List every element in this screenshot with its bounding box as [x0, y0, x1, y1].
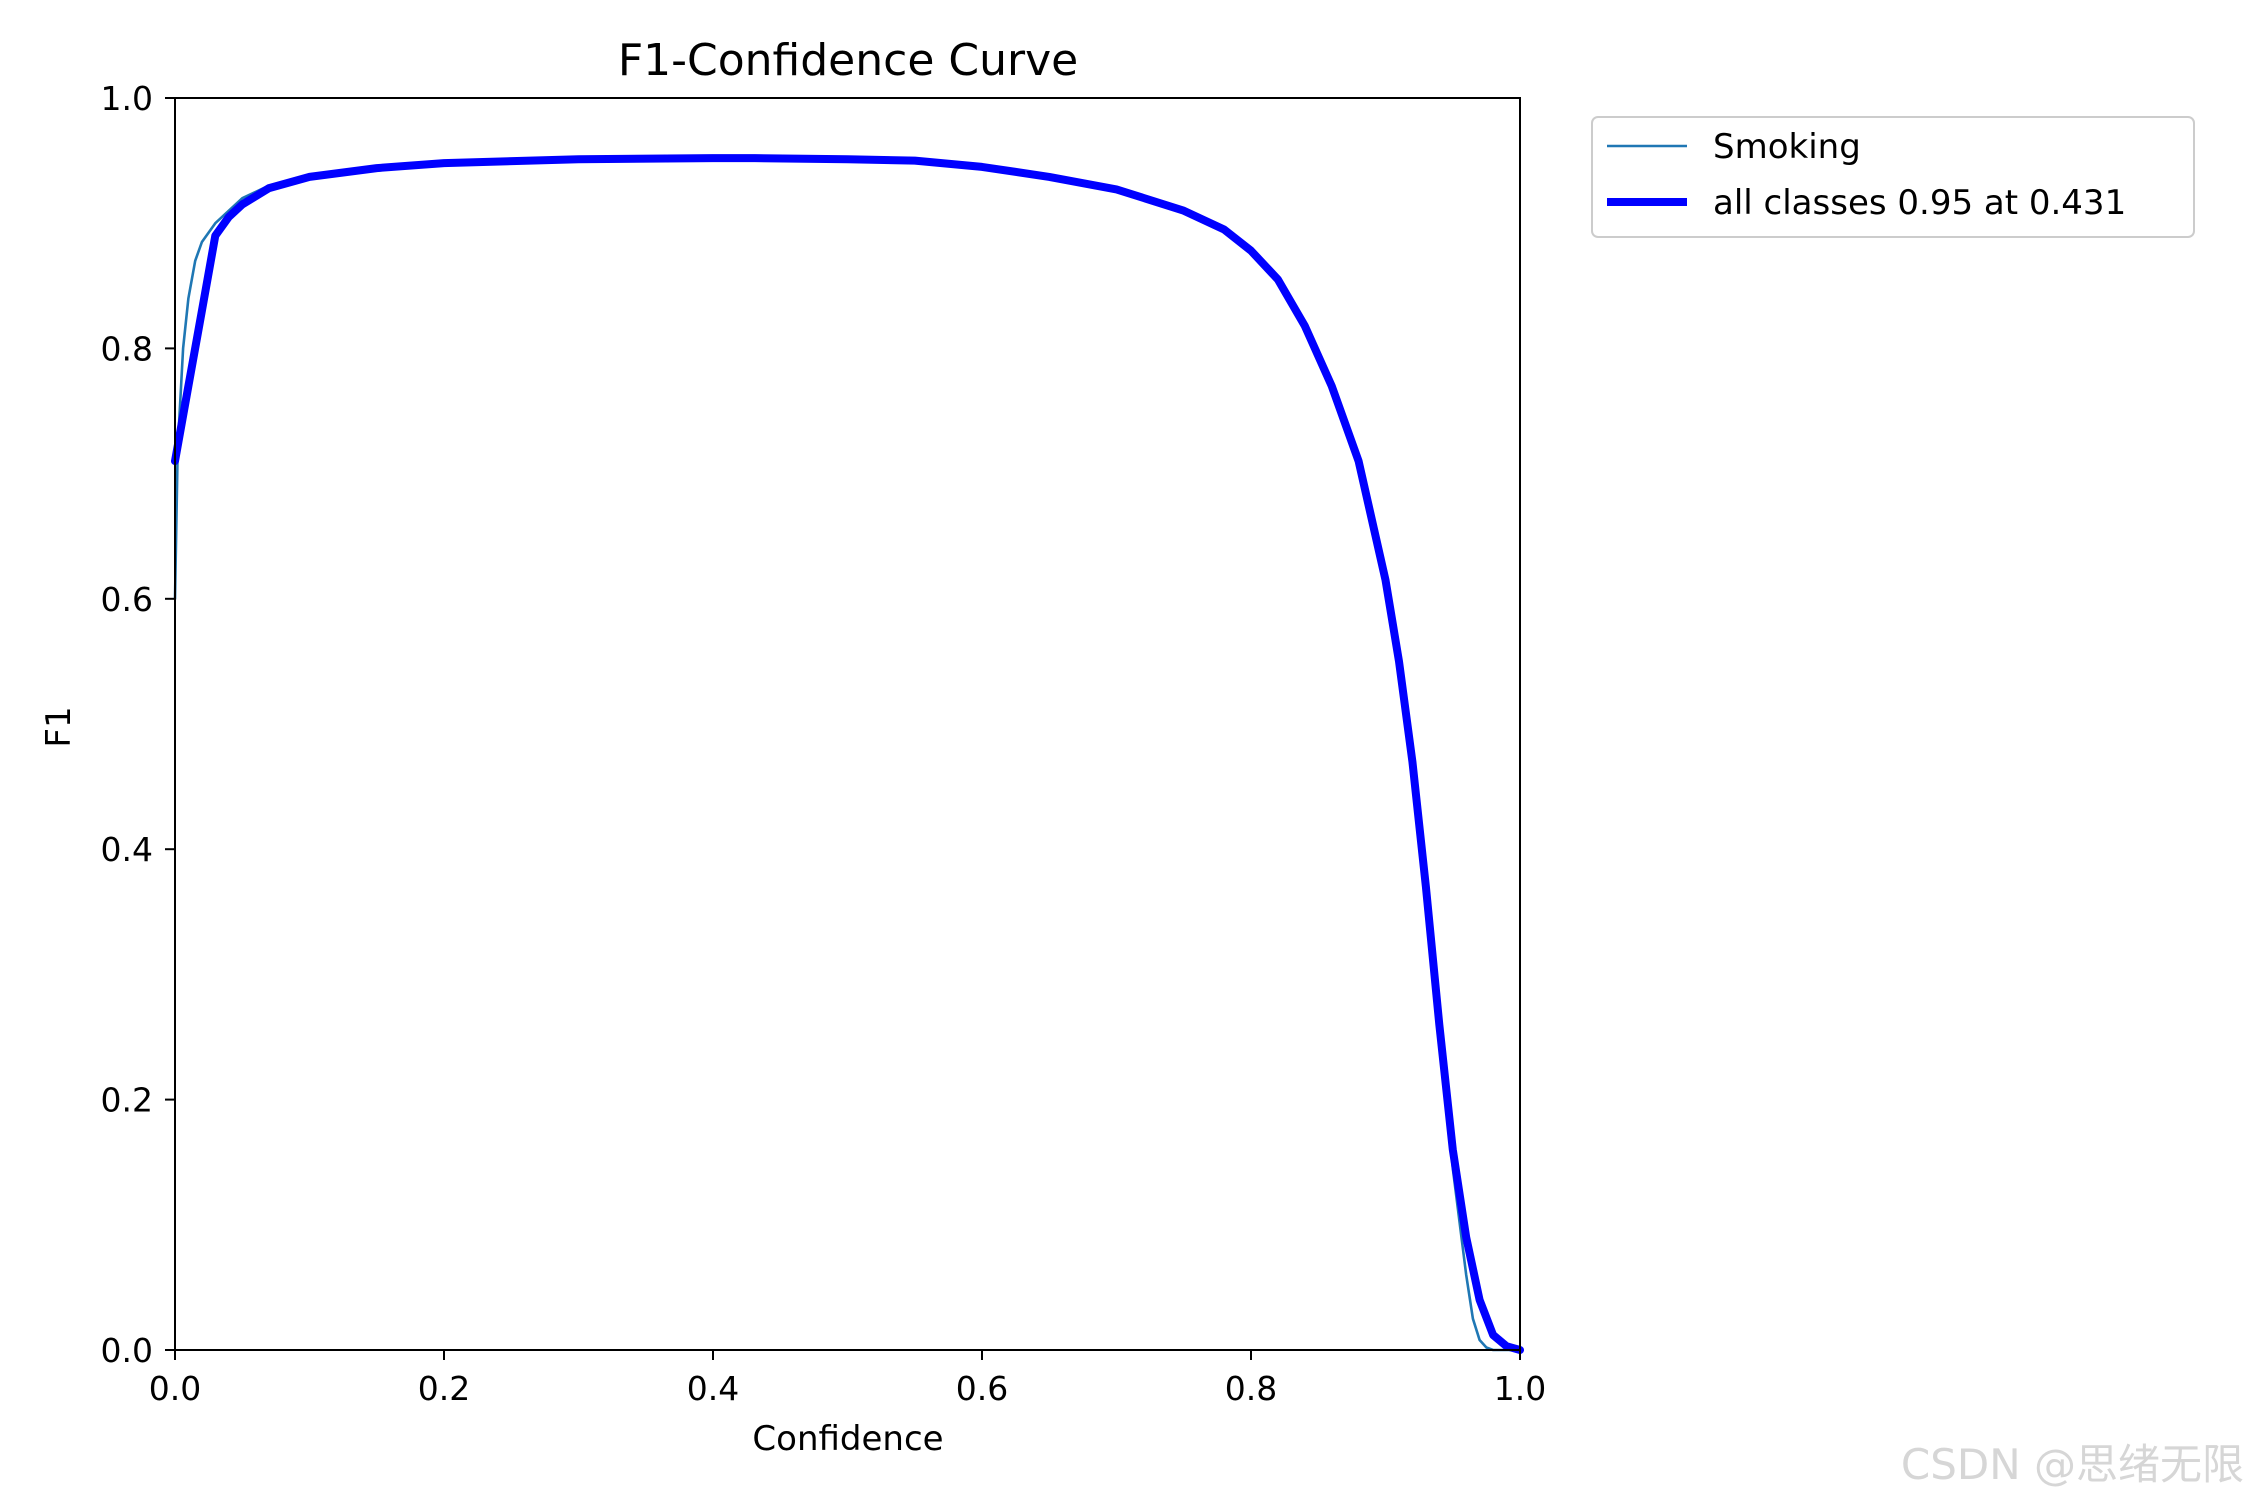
x-tick-label: 0.2: [418, 1369, 470, 1408]
x-tick-label: 0.6: [956, 1369, 1008, 1408]
y-tick-label: 0.0: [101, 1331, 153, 1370]
legend-label-0: Smoking: [1713, 127, 1861, 167]
x-tick-label: 0.8: [1225, 1369, 1277, 1408]
y-tick-label: 0.4: [101, 830, 153, 869]
legend-box: [1591, 116, 2195, 238]
x-tick-label: 1.0: [1494, 1369, 1546, 1408]
plot-frame: [174, 97, 1521, 1351]
y-tick-label: 0.6: [101, 580, 153, 619]
x-tick-label: 0.4: [687, 1369, 739, 1408]
y-tick-label: 1.0: [101, 79, 153, 118]
legend-label-1: all classes 0.95 at 0.431: [1713, 183, 2126, 223]
y-tick-label: 0.8: [101, 329, 153, 368]
series-line-1: [171, 154, 1524, 1354]
y-tick-label: 0.2: [101, 1081, 153, 1120]
series-line-0: [173, 156, 1522, 1352]
y-axis-title: F1: [39, 706, 79, 747]
series-layer: [171, 154, 1524, 1354]
legend: Smoking all classes 0.95 at 0.431: [1591, 116, 2195, 238]
x-axis-title: Confidence: [752, 1419, 943, 1459]
watermark-text: CSDN @思绪无限: [1900, 1440, 2244, 1489]
chart-title: F1-Confidence Curve: [618, 35, 1078, 86]
x-tick-label: 0.0: [149, 1369, 201, 1408]
axes-layer: 0.0 0.2 0.4 0.6 0.8 1.0 0.0 0.2 0.4 0.6 0.8 1.0: [101, 79, 1547, 1408]
